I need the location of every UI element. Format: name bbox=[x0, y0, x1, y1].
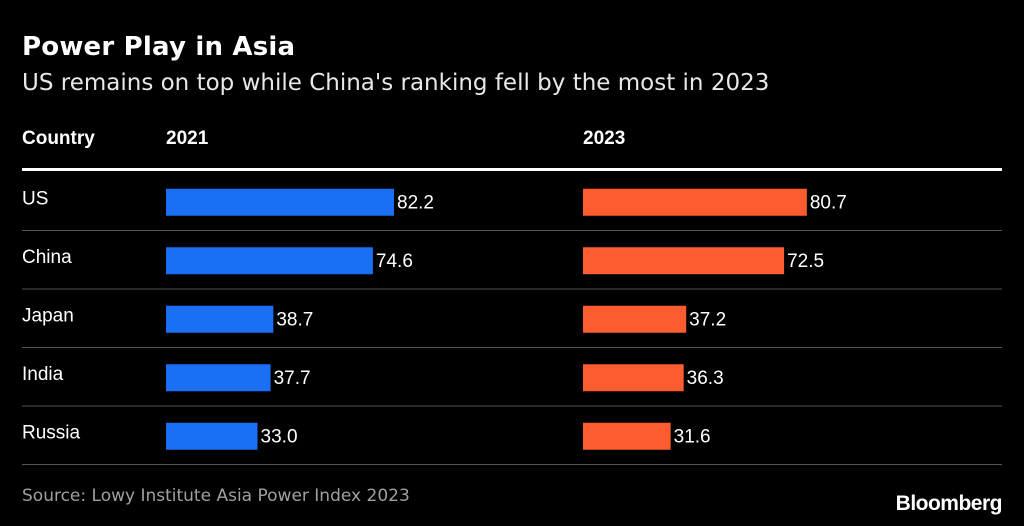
bar-2023-japan bbox=[583, 305, 687, 333]
category-label-russia: Russia bbox=[22, 422, 81, 443]
bar-2021-japan bbox=[166, 305, 274, 333]
header-divider bbox=[22, 168, 1002, 171]
bar-2021-china bbox=[166, 247, 373, 275]
source-note: Source: Lowy Institute Asia Power Index … bbox=[22, 486, 410, 506]
bloomberg-logo: Bloomberg bbox=[895, 492, 1003, 515]
category-label-india: India bbox=[22, 364, 64, 385]
value-label-2023-india: 36.3 bbox=[687, 368, 724, 389]
chart-title: Power Play in Asia bbox=[22, 32, 296, 62]
bar-2023-us bbox=[583, 188, 807, 216]
bar-2023-india bbox=[583, 364, 684, 392]
bar-2023-russia bbox=[583, 422, 671, 450]
value-label-2023-china: 72.5 bbox=[787, 251, 824, 272]
bar-2021-russia bbox=[166, 422, 258, 450]
bar-2021-us bbox=[166, 188, 394, 216]
country-column-header: Country bbox=[22, 128, 95, 149]
value-label-2021-japan: 38.7 bbox=[276, 309, 313, 330]
category-label-us: US bbox=[22, 188, 48, 209]
value-label-2021-russia: 33.0 bbox=[261, 426, 298, 447]
bar-2021-india bbox=[166, 364, 271, 392]
category-label-china: China bbox=[22, 247, 72, 268]
value-label-2023-us: 80.7 bbox=[810, 192, 847, 213]
value-label-2021-us: 82.2 bbox=[397, 192, 434, 213]
series-header-2021: 2021 bbox=[166, 128, 209, 149]
series-header-2023: 2023 bbox=[583, 128, 626, 149]
value-label-2023-japan: 37.2 bbox=[689, 309, 726, 330]
value-label-2023-russia: 31.6 bbox=[674, 426, 711, 447]
value-label-2021-india: 37.7 bbox=[274, 368, 311, 389]
value-label-2021-china: 74.6 bbox=[376, 251, 413, 272]
chart-subtitle: US remains on top while China's ranking … bbox=[22, 70, 770, 96]
bar-2023-china bbox=[583, 247, 785, 275]
category-label-japan: Japan bbox=[22, 305, 74, 326]
